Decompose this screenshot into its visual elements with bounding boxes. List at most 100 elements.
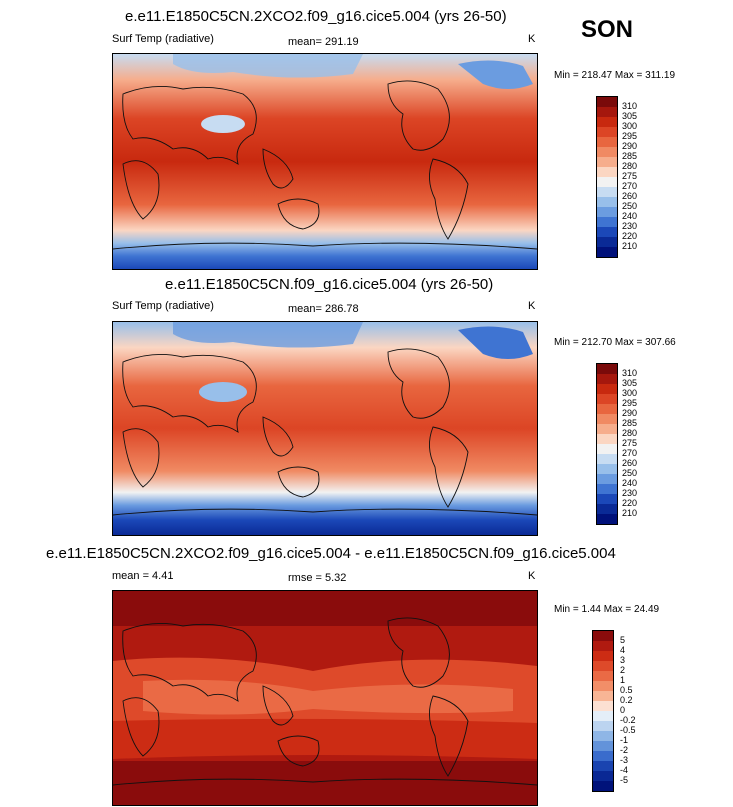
panel-3-swatch-11: [593, 741, 613, 751]
panel-1-cb-label: 250: [622, 201, 637, 211]
panel-3-cb-label: 0.2: [620, 695, 633, 705]
panel-2-variable: Surf Temp (radiative): [112, 300, 214, 312]
panel-1-variable: Surf Temp (radiative): [112, 33, 214, 45]
panel-2-cb-label: 290: [622, 408, 637, 418]
panel-1-swatch-5: [597, 147, 617, 157]
panel-1-cb-label: 285: [622, 151, 637, 161]
panel-2-swatch-14: [597, 504, 617, 514]
panel-3-cb-label: -3: [620, 755, 628, 765]
panel-2-mean: mean= 286.78: [288, 303, 359, 315]
panel-2-swatch-4: [597, 404, 617, 414]
panel-1-cb-label: 295: [622, 131, 637, 141]
panel-1-title: e.e11.E1850C5CN.2XCO2.f09_g16.cice5.004 …: [125, 8, 507, 25]
panel-2-cb-label: 300: [622, 388, 637, 398]
panel-1-swatch-1: [597, 107, 617, 117]
panel-1-cb-label: 220: [622, 231, 637, 241]
panel-1-map-graphic: [113, 54, 537, 269]
panel-2-swatch-3: [597, 394, 617, 404]
panel-1-cb-label: 275: [622, 171, 637, 181]
panel-3-cb-label: -2: [620, 745, 628, 755]
panel-1-swatch-6: [597, 157, 617, 167]
panel-1-map: [112, 53, 538, 270]
panel-3-cb-label: 1: [620, 675, 625, 685]
panel-3-swatch-4: [593, 671, 613, 681]
panel-3-map-graphic: [113, 591, 537, 805]
panel-1-swatch-0: [597, 97, 617, 107]
panel-3-units: K: [528, 570, 535, 582]
panel-1-swatch-14: [597, 237, 617, 247]
panel-3-cb-label: -1: [620, 735, 628, 745]
panel-1-swatch-13: [597, 227, 617, 237]
panel-3-cb-label: -0.2: [620, 715, 636, 725]
panel-3-cb-label: -5: [620, 775, 628, 785]
panel-2-swatch-10: [597, 464, 617, 474]
panel-3-swatch-12: [593, 751, 613, 761]
panel-3-swatch-1: [593, 641, 613, 651]
panel-3-minmax: Min = 1.44 Max = 24.49: [554, 604, 659, 615]
panel-2-cb-label: 270: [622, 448, 637, 458]
panel-3-swatch-10: [593, 731, 613, 741]
panel-3-swatch-9: [593, 721, 613, 731]
panel-1-swatch-3: [597, 127, 617, 137]
panel-2-swatch-1: [597, 374, 617, 384]
panel-2-cb-label: 280: [622, 428, 637, 438]
panel-1-mean: mean= 291.19: [288, 36, 359, 48]
panel-1-swatch-7: [597, 167, 617, 177]
panel-3-cb-label: 0: [620, 705, 625, 715]
panel-1-swatch-12: [597, 217, 617, 227]
panel-3-colorbar: [592, 630, 614, 792]
panel-3-title: e.e11.E1850C5CN.2XCO2.f09_g16.cice5.004 …: [46, 545, 616, 562]
panel-3-cb-label: 4: [620, 645, 625, 655]
panel-2-map-graphic: [113, 322, 537, 535]
panel-2-map: [112, 321, 538, 536]
panel-2-cb-label: 240: [622, 478, 637, 488]
panel-2-swatch-5: [597, 414, 617, 424]
panel-1-swatch-8: [597, 177, 617, 187]
panel-3-swatch-8: [593, 711, 613, 721]
panel-3-swatch-5: [593, 681, 613, 691]
panel-3-mean: mean = 4.41: [112, 570, 173, 582]
panel-3-cb-label: 3: [620, 655, 625, 665]
panel-2-swatch-7: [597, 434, 617, 444]
panel-2-cb-label: 285: [622, 418, 637, 428]
panel-2-cb-label: 310: [622, 368, 637, 378]
panel-1-cb-label: 240: [622, 211, 637, 221]
panel-2-cb-label: 210: [622, 508, 637, 518]
panel-1-swatch-4: [597, 137, 617, 147]
panel-2-swatch-0: [597, 364, 617, 374]
panel-2-swatch-8: [597, 444, 617, 454]
panel-2-swatch-2: [597, 384, 617, 394]
panel-2-cb-label: 275: [622, 438, 637, 448]
panel-2-cb-label: 305: [622, 378, 637, 388]
panel-2-cb-label: 220: [622, 498, 637, 508]
panel-1-cb-label: 270: [622, 181, 637, 191]
panel-2-swatch-15: [597, 514, 617, 524]
panel-3-swatch-2: [593, 651, 613, 661]
panel-2-minmax: Min = 212.70 Max = 307.66: [554, 337, 676, 348]
panel-1-cb-label: 230: [622, 221, 637, 231]
panel-1-minmax: Min = 218.47 Max = 311.19: [554, 70, 675, 81]
panel-3-cb-label: 2: [620, 665, 625, 675]
panel-3-swatch-3: [593, 661, 613, 671]
panel-2-units: K: [528, 300, 535, 312]
panel-1-cb-label: 310: [622, 101, 637, 111]
panel-3-cb-label: -4: [620, 765, 628, 775]
panel-1-cb-label: 280: [622, 161, 637, 171]
panel-1-cb-label: 300: [622, 121, 637, 131]
panel-3-cb-label: 5: [620, 635, 625, 645]
panel-3-swatch-7: [593, 701, 613, 711]
panel-1-units: K: [528, 33, 535, 45]
panel-3-cb-label: -0.5: [620, 725, 636, 735]
panel-1-cb-label: 290: [622, 141, 637, 151]
season-label: SON: [581, 16, 633, 44]
panel-2-cb-label: 295: [622, 398, 637, 408]
panel-2-title: e.e11.E1850C5CN.f09_g16.cice5.004 (yrs 2…: [165, 276, 493, 293]
panel-2-swatch-9: [597, 454, 617, 464]
panel-2-cb-label: 260: [622, 458, 637, 468]
panel-2-swatch-11: [597, 474, 617, 484]
panel-3-swatch-15: [593, 781, 613, 791]
panel-2-colorbar: [596, 363, 618, 525]
panel-1-swatch-9: [597, 187, 617, 197]
panel-1-cb-label: 210: [622, 241, 637, 251]
panel-1-swatch-10: [597, 197, 617, 207]
